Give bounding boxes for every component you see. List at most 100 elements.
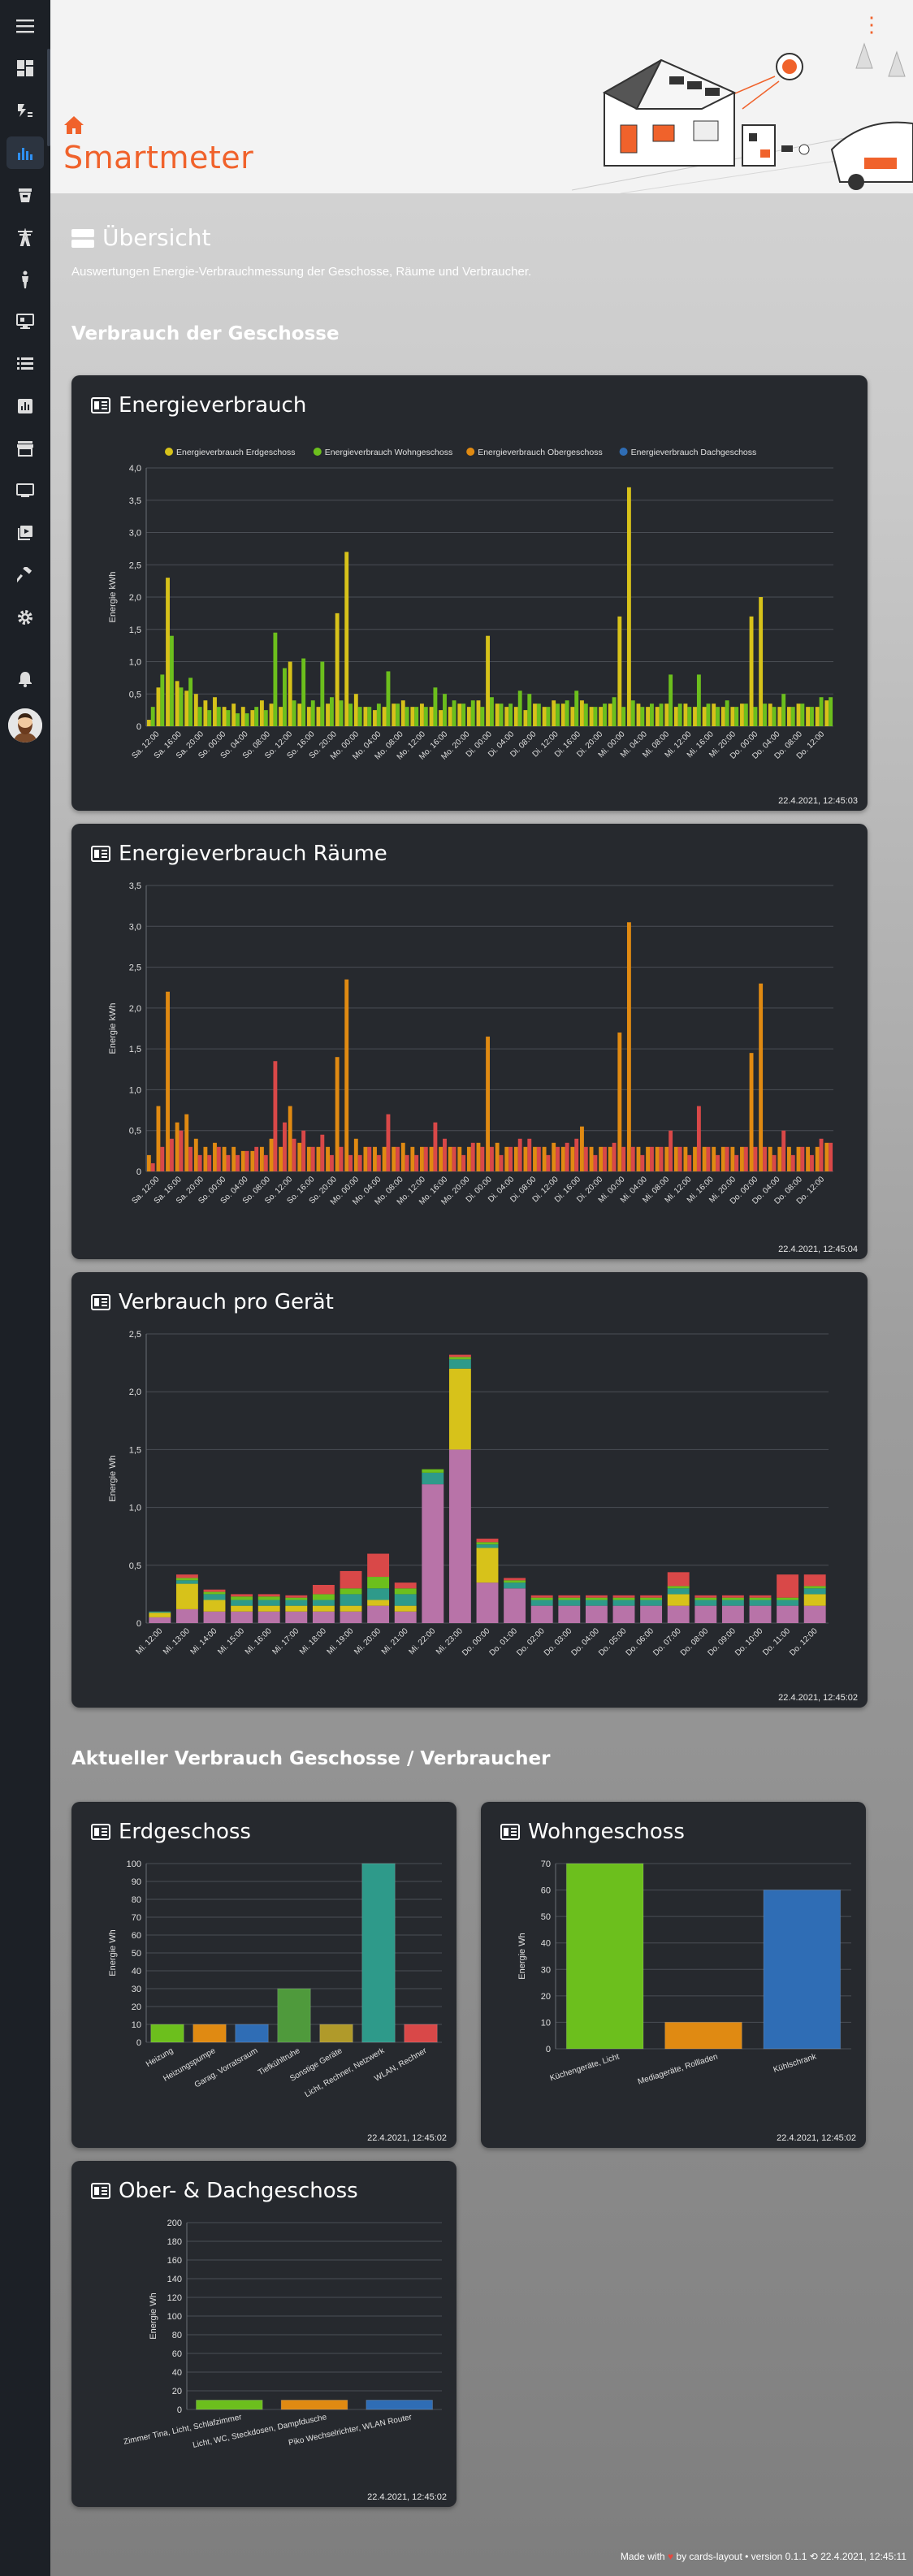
bar [517,691,522,726]
stacked-bar-segment [285,1611,308,1623]
bell-icon[interactable] [0,658,50,700]
tower-icon[interactable] [0,216,50,258]
hammer-icon[interactable] [0,554,50,596]
stacked-bar-segment [231,1596,253,1600]
chart-bar-icon[interactable] [0,132,50,174]
legend-label: Energieverbrauch Wohngeschoss [325,448,452,457]
bar [725,700,729,726]
bar [335,613,340,726]
stacked-bar-segment [149,1613,171,1617]
bar [448,1146,452,1171]
bar [796,704,801,726]
bar [565,700,569,726]
heart-icon: ♥ [667,2551,674,2562]
bar [720,1146,725,1171]
bar [819,697,824,726]
stacked-bar-segment [175,1578,198,1581]
monitor-icon[interactable] [0,301,50,343]
bar [495,704,500,726]
bar [420,704,424,726]
display-icon[interactable] [0,470,50,512]
card-title: Wohngeschoss [500,1820,685,1844]
stacked-bar-segment [721,1597,744,1600]
x-tick-label: Mi. 14:00 [189,1626,219,1656]
overview-subtitle: Auswertungen Energie-Verbrauchmessung de… [71,265,532,279]
bar [179,1130,184,1171]
stacked-bar-segment [585,1597,608,1600]
bar [743,1146,748,1171]
stacked-bar-segment [558,1605,581,1623]
bar [630,1146,635,1171]
y-tick-label: 1,5 [129,1445,141,1455]
bar [301,658,306,726]
stacked-bar-segment [448,1357,471,1360]
bar [326,1146,330,1171]
cup-icon[interactable] [0,174,50,216]
bar [542,707,547,726]
stacked-bar-segment [285,1605,308,1612]
store-icon[interactable] [0,427,50,470]
bar [790,707,795,726]
bar [646,707,651,726]
y-tick-label: 0 [136,1167,141,1177]
bar [439,710,444,726]
bar [824,700,829,726]
bar [297,704,302,726]
menu-icon[interactable] [0,5,50,47]
energy-flow-icon[interactable] [0,89,50,132]
card-title: Verbrauch pro Gerät [91,1290,334,1314]
bar [806,1146,811,1171]
x-tick-label: Do. 09:00 [706,1626,738,1658]
stacked-bar-segment [231,1605,253,1612]
bar [599,707,604,726]
home-icon[interactable] [63,115,84,135]
sidebar-scrollbar[interactable] [47,49,50,146]
more-options-icon[interactable]: ⋮ [861,12,882,37]
y-tick-label: 0 [136,722,141,732]
report-icon[interactable] [0,385,50,427]
stacked-bar-segment [448,1359,471,1369]
bar [146,1154,151,1171]
bar [203,700,208,726]
bar [504,1146,509,1171]
bar [273,632,278,726]
bar [240,707,245,726]
stacked-bar-segment [312,1611,335,1623]
x-tick-label: Mi. 19:00 [326,1626,356,1656]
list-icon[interactable] [0,343,50,385]
person-icon[interactable] [0,258,50,301]
bar [574,1138,579,1171]
y-tick-label: 0 [546,2045,551,2054]
y-tick-label: 2,0 [129,1004,141,1014]
stacked-bar-segment [175,1608,198,1623]
bar [806,707,811,726]
bar [283,668,287,726]
card-badge-icon [91,1824,110,1840]
stacked-bar-segment [285,1595,308,1598]
media-icon[interactable] [0,512,50,554]
bar [310,1146,315,1171]
dashboard-icon[interactable] [0,47,50,89]
stacked-bar-segment [257,1605,280,1612]
bar [740,704,744,726]
x-tick-label: Mi. 12:00 [134,1626,164,1656]
avatar[interactable] [8,708,42,742]
bar [279,707,283,726]
stacked-bar-segment [504,1578,526,1581]
bar [193,694,198,726]
gear-icon[interactable] [0,596,50,639]
stacked-bar-segment [149,1617,171,1623]
bar [457,1146,462,1171]
bar [763,1146,767,1171]
bar [523,1146,528,1171]
x-tick-label: Do. 06:00 [625,1626,656,1658]
card-title: Energieverbrauch Räume [91,842,387,866]
bar [753,707,758,726]
bar [329,697,334,726]
stacked-bar-segment [203,1594,226,1600]
bar [612,697,617,726]
stacked-bar-segment [721,1595,744,1598]
bar [536,704,541,726]
x-tick-label: Mi. 18:00 [298,1626,328,1656]
